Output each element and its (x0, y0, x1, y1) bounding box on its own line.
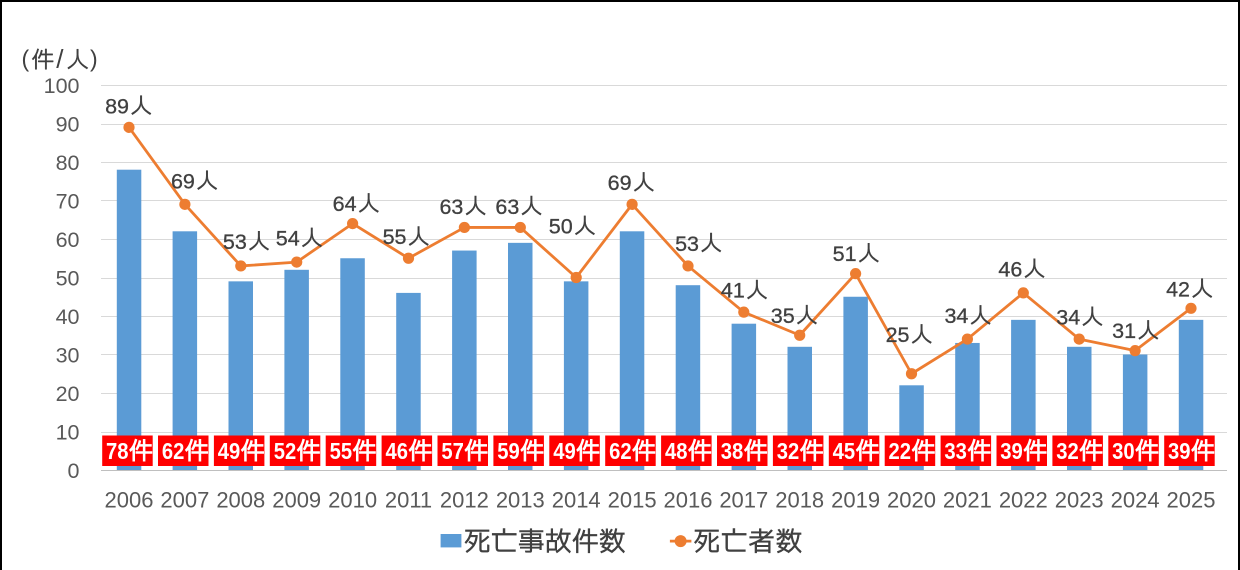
svg-text:/: / (56, 44, 64, 74)
svg-text:50: 50 (549, 215, 573, 239)
svg-text:62: 62 (162, 438, 185, 464)
svg-text:25: 25 (886, 323, 910, 347)
svg-text:55: 55 (330, 438, 353, 464)
svg-text:10: 10 (56, 420, 80, 444)
svg-text:90: 90 (56, 112, 80, 136)
svg-text:32: 32 (777, 438, 800, 464)
svg-text:0: 0 (68, 459, 80, 483)
svg-text:55: 55 (383, 225, 407, 249)
svg-text:40: 40 (56, 305, 80, 329)
svg-text:(: ( (22, 46, 30, 72)
svg-text:2010: 2010 (328, 488, 377, 513)
svg-text:100: 100 (44, 74, 80, 98)
svg-text:2023: 2023 (1055, 488, 1104, 513)
svg-text:34: 34 (944, 304, 968, 328)
svg-text:70: 70 (56, 189, 80, 213)
svg-text:39: 39 (1168, 438, 1191, 464)
svg-text:2019: 2019 (831, 488, 880, 513)
svg-text:2013: 2013 (496, 488, 545, 513)
svg-text:2021: 2021 (943, 488, 992, 513)
svg-text:50: 50 (56, 266, 80, 290)
svg-text:78: 78 (106, 438, 129, 464)
svg-text:42: 42 (1166, 277, 1190, 301)
svg-text:2009: 2009 (272, 488, 321, 513)
svg-text:20: 20 (56, 382, 80, 406)
svg-text:22: 22 (889, 438, 912, 464)
svg-text:59: 59 (497, 438, 520, 464)
svg-text:64: 64 (333, 192, 357, 216)
svg-text:63: 63 (439, 195, 463, 219)
svg-text:2017: 2017 (719, 488, 768, 513)
svg-text:89: 89 (105, 94, 129, 118)
svg-text:35: 35 (771, 304, 795, 328)
svg-text:63: 63 (495, 195, 519, 219)
svg-text:31: 31 (1112, 319, 1136, 343)
svg-text:39: 39 (1000, 438, 1023, 464)
svg-text:2025: 2025 (1167, 488, 1216, 513)
svg-text:): ) (90, 46, 98, 72)
svg-text:2008: 2008 (216, 488, 265, 513)
svg-text:2016: 2016 (664, 488, 713, 513)
svg-text:2014: 2014 (552, 488, 601, 513)
svg-text:45: 45 (833, 438, 856, 464)
svg-text:2020: 2020 (887, 488, 936, 513)
svg-text:2011: 2011 (385, 488, 432, 513)
svg-text:53: 53 (223, 230, 247, 254)
svg-text:2024: 2024 (1111, 488, 1160, 513)
svg-text:51: 51 (833, 242, 857, 266)
svg-text:52: 52 (274, 438, 297, 464)
svg-text:30: 30 (1112, 438, 1135, 464)
svg-text:2012: 2012 (440, 488, 489, 513)
svg-text:41: 41 (721, 279, 745, 303)
svg-text:46: 46 (998, 257, 1022, 281)
svg-text:62: 62 (609, 438, 632, 464)
svg-text:69: 69 (608, 171, 632, 195)
svg-text:54: 54 (276, 227, 300, 251)
svg-text:2022: 2022 (999, 488, 1048, 513)
svg-text:2006: 2006 (105, 488, 154, 513)
svg-text:2007: 2007 (160, 488, 209, 513)
svg-text:49: 49 (553, 438, 576, 464)
svg-text:80: 80 (56, 151, 80, 175)
svg-text:30: 30 (56, 343, 80, 367)
svg-text:2015: 2015 (608, 488, 657, 513)
svg-text:48: 48 (665, 438, 688, 464)
svg-text:38: 38 (721, 438, 744, 464)
svg-text:2018: 2018 (775, 488, 824, 513)
svg-text:57: 57 (441, 438, 464, 464)
svg-text:69: 69 (171, 169, 195, 193)
svg-text:34: 34 (1056, 305, 1080, 329)
svg-text:49: 49 (218, 438, 241, 464)
svg-text:46: 46 (386, 438, 409, 464)
svg-text:60: 60 (56, 228, 80, 252)
svg-text:33: 33 (944, 438, 967, 464)
svg-text:32: 32 (1056, 438, 1079, 464)
svg-text:53: 53 (675, 232, 699, 256)
